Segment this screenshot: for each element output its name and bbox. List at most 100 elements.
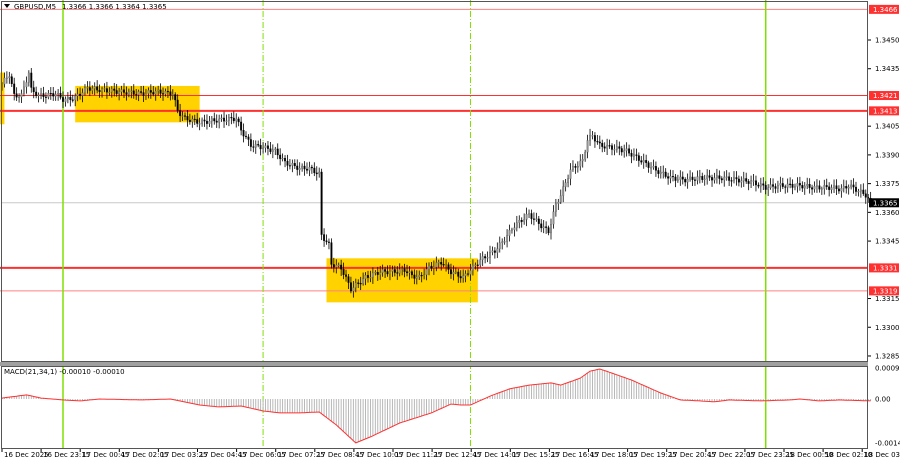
candle-body [154, 90, 157, 95]
candle-body [91, 88, 94, 91]
candle [330, 238, 333, 269]
price-tick-label: 1.3390 [875, 151, 900, 159]
candle-body [347, 276, 350, 283]
candle [554, 198, 557, 217]
candle [318, 167, 321, 178]
candle-body [511, 229, 513, 231]
candle-body [115, 90, 118, 94]
macd-tick-label: 0.00098 [875, 365, 900, 373]
candle-body [728, 176, 731, 181]
candle [862, 183, 865, 196]
candle [264, 142, 267, 153]
candle-body [540, 223, 543, 229]
candle-body [164, 90, 167, 95]
candle-body [493, 250, 496, 253]
candle-body [252, 146, 255, 148]
candle-body [20, 93, 23, 98]
candle-body [525, 214, 528, 220]
candle [774, 183, 777, 194]
candle-body [676, 179, 679, 181]
candle [467, 269, 469, 277]
candle-body [235, 118, 238, 122]
candle-body [147, 90, 150, 94]
candle-body [27, 72, 30, 83]
candle-body [808, 184, 811, 188]
candle-body [684, 179, 687, 183]
candle-body [706, 175, 709, 180]
candle-body [769, 184, 772, 188]
candle-body [108, 91, 111, 93]
dropdown-triangle-icon[interactable] [4, 4, 10, 8]
candle [96, 80, 99, 94]
time-tick-label: 17 Dec 23:25 [747, 451, 794, 459]
candle [703, 174, 706, 186]
candle-body [201, 119, 204, 124]
candle-body [198, 123, 201, 125]
candle-body [284, 158, 286, 162]
candle-body [340, 264, 343, 270]
candle [310, 164, 313, 174]
candle-body [462, 275, 465, 279]
candle-body [393, 269, 396, 273]
candle-body [303, 165, 306, 170]
candle-body [779, 183, 782, 186]
candle [201, 117, 204, 127]
candle [162, 87, 164, 101]
candle [454, 267, 457, 275]
candle [725, 170, 728, 181]
candle [152, 85, 155, 97]
candle-body [772, 184, 774, 187]
candle [306, 162, 308, 174]
candle [803, 182, 806, 195]
candle [572, 160, 574, 172]
candle [530, 209, 533, 225]
candle [757, 182, 760, 189]
candle [550, 218, 552, 240]
candle-body [345, 274, 347, 277]
candle-body [313, 167, 316, 174]
candle-body [364, 275, 367, 279]
candle [667, 172, 670, 185]
macd-label: MACD(21,34,1) -0.00010 -0.00010 [4, 368, 125, 376]
candle [662, 165, 665, 179]
candle-body [206, 120, 208, 124]
candle [140, 86, 143, 95]
candle-body [767, 187, 770, 190]
candle [523, 213, 526, 225]
candle [813, 181, 816, 193]
candle-body [386, 271, 389, 275]
price-tick-label: 1.3435 [875, 65, 900, 73]
candle-body [157, 89, 160, 92]
candle [864, 189, 867, 204]
candle [230, 112, 233, 125]
candle [291, 159, 294, 173]
candle-body [552, 211, 555, 225]
candle [113, 82, 116, 97]
candle [313, 162, 316, 177]
candle-body [230, 117, 233, 119]
candle-body [562, 186, 565, 196]
time-tick-label: 17 Dec 11:25 [395, 451, 442, 459]
candle [208, 116, 211, 127]
candle-body [159, 89, 162, 94]
candle-body [572, 166, 574, 170]
candle-body [23, 86, 25, 94]
candle-body [774, 186, 777, 189]
candle [81, 88, 84, 103]
candle [235, 113, 238, 128]
candle [552, 205, 555, 229]
candle-body [454, 271, 457, 273]
candle-body [25, 82, 28, 88]
candle [547, 225, 550, 236]
candle [640, 156, 643, 165]
candle [820, 186, 823, 195]
candle-body [801, 185, 804, 189]
candle [352, 281, 355, 298]
candle [20, 89, 23, 104]
level-price-tag [869, 91, 899, 101]
candle [428, 262, 430, 276]
candle [186, 110, 189, 127]
candle-body [789, 183, 792, 185]
candle [679, 170, 682, 186]
